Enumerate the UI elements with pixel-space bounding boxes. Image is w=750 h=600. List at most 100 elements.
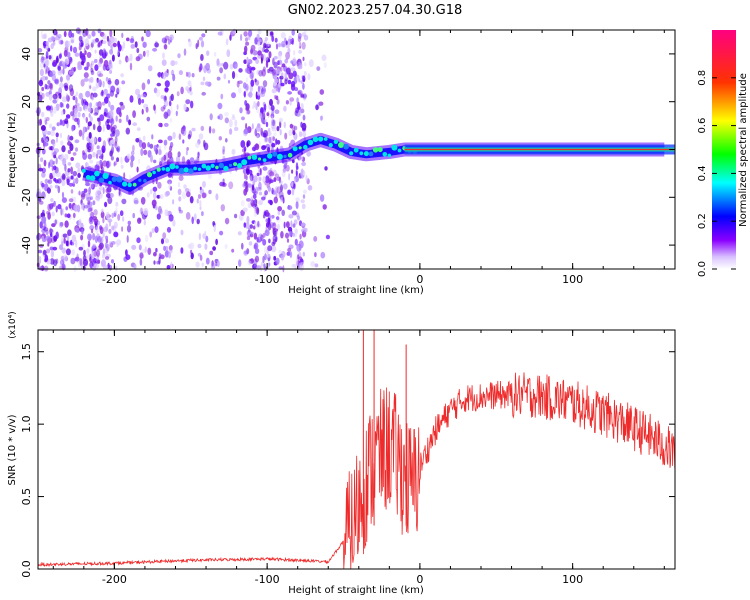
heatmap-noise-dot — [121, 216, 125, 222]
heatmap-noise-dot — [276, 125, 280, 132]
heatmap-noise-dot — [249, 224, 253, 229]
heatmap-noise-dot — [274, 78, 279, 83]
heatmap-noise-dot — [262, 176, 266, 184]
heatmap-noise-dot — [61, 191, 65, 199]
heatmap-noise-dot — [64, 118, 69, 124]
heatmap-noise-dot — [75, 177, 79, 184]
heatmap-noise-dot — [163, 245, 167, 252]
heatmap-noise-dot — [197, 194, 202, 199]
heatmap-noise-dot — [284, 58, 289, 64]
heatmap-noise-dot — [119, 210, 124, 217]
heatmap-noise-dot — [49, 83, 53, 89]
heatmap-noise-dot — [268, 51, 272, 59]
heatmap-noise-dot — [310, 261, 316, 267]
heatmap-noise-dot — [64, 85, 69, 91]
heatmap-noise-dot — [95, 102, 100, 107]
heatmap-noise-dot — [287, 247, 292, 253]
heatmap-noise-dot — [232, 61, 238, 69]
heatmap-noise-dot — [265, 218, 271, 223]
heatmap-noise-dot — [256, 207, 260, 215]
heatmap-noise-dot — [264, 37, 268, 41]
heatmap-noise-dot — [276, 176, 281, 181]
heatmap-noise-dot — [248, 29, 253, 37]
heatmap-noise-dot — [271, 35, 275, 42]
heatmap-noise-dot — [51, 149, 54, 157]
heatmap-noise-dot — [255, 186, 259, 194]
heatmap-noise-dot — [242, 207, 248, 212]
heatmap-noise-dot — [77, 173, 81, 178]
heatmap-noise-dot — [254, 78, 257, 83]
heatmap-noise-dot — [274, 94, 277, 100]
heatmap-noise-dot — [244, 45, 248, 53]
heatmap-noise-dot — [50, 232, 53, 238]
heatmap-noise-dot — [107, 80, 112, 85]
heatmap-noise-dot — [231, 148, 236, 155]
ridge-dot — [333, 139, 339, 144]
heatmap-noise-dot — [163, 104, 166, 110]
heatmap-noise-dot — [161, 37, 167, 44]
heatmap-noise-dot — [121, 198, 127, 205]
heatmap-noise-dot — [155, 247, 158, 253]
heatmap-noise-dot — [176, 91, 180, 97]
heatmap-noise-dot — [198, 232, 202, 241]
heatmap-noise-dot — [266, 112, 270, 117]
ridge-dot — [267, 153, 273, 159]
heatmap-noise-dot — [320, 115, 323, 121]
heatmap-noise-dot — [133, 200, 139, 205]
heatmap-noise-dot — [92, 243, 97, 249]
heatmap-noise-dot — [271, 88, 277, 94]
heatmap-noise-dot — [199, 186, 202, 191]
heatmap-noise-dot — [251, 123, 254, 130]
heatmap-noise-dot — [41, 56, 47, 61]
heatmap-noise-dot — [107, 196, 113, 205]
heatmap-noise-dot — [281, 171, 286, 178]
heatmap-noise-dot — [62, 62, 68, 69]
heatmap-noise-dot — [52, 160, 56, 165]
heatmap-noise-dot — [141, 248, 147, 254]
heatmap-noise-dot — [268, 66, 274, 72]
heatmap-noise-dot — [290, 220, 293, 228]
heatmap-noise-dot — [67, 168, 71, 173]
heatmap-noise-dot — [297, 32, 302, 40]
heatmap-noise-dot — [186, 147, 189, 151]
heatmap-noise-dot — [92, 233, 96, 241]
heatmap-noise-dot — [85, 148, 88, 154]
heatmap-noise-dot — [231, 71, 236, 79]
heatmap-noise-dot — [203, 65, 207, 74]
heatmap-noise-dot — [37, 48, 43, 53]
heatmap-noise-dot — [78, 35, 83, 42]
heatmap-noise-dot — [316, 66, 321, 71]
heatmap-noise-dot — [157, 181, 162, 189]
heatmap-noise-dot — [91, 30, 96, 37]
heatmap-noise-dot — [53, 219, 59, 225]
heatmap-noise-dot — [45, 179, 51, 184]
heatmap-noise-dot — [93, 209, 98, 216]
heatmap-noise-dot — [83, 103, 86, 111]
heatmap-noise-dot — [206, 68, 211, 74]
heatmap-noise-dot — [80, 79, 85, 87]
heatmap-noise-dot — [120, 104, 125, 110]
heatmap-noise-dot — [131, 244, 137, 250]
heatmap-noise-dot — [39, 62, 44, 69]
heatmap-noise-dot — [106, 93, 111, 99]
heatmap-noise-dot — [271, 142, 276, 148]
heatmap-noise-dot — [53, 106, 57, 114]
heatmap-noise-dot — [220, 204, 225, 212]
heatmap-noise-dot — [252, 70, 255, 76]
heatmap-noise-dot — [72, 112, 75, 121]
heatmap-noise-dot — [38, 167, 44, 172]
heatmap-noise-dot — [141, 36, 144, 42]
heatmap-noise-dot — [90, 63, 93, 70]
heatmap-noise-dot — [108, 83, 112, 89]
heatmap-noise-dot — [224, 244, 228, 249]
heatmap-noise-dot — [178, 70, 183, 76]
heatmap-noise-dot — [90, 76, 94, 83]
heatmap-noise-dot — [43, 141, 47, 148]
heatmap-noise-dot — [75, 227, 80, 233]
heatmap-noise-dot — [254, 199, 257, 205]
heatmap-noise-dot — [218, 113, 223, 121]
heatmap-noise-dot — [45, 65, 49, 74]
heatmap-noise-dot — [182, 139, 185, 144]
heatmap-noise-dot — [48, 94, 53, 101]
heatmap-noise-dot — [89, 159, 94, 164]
